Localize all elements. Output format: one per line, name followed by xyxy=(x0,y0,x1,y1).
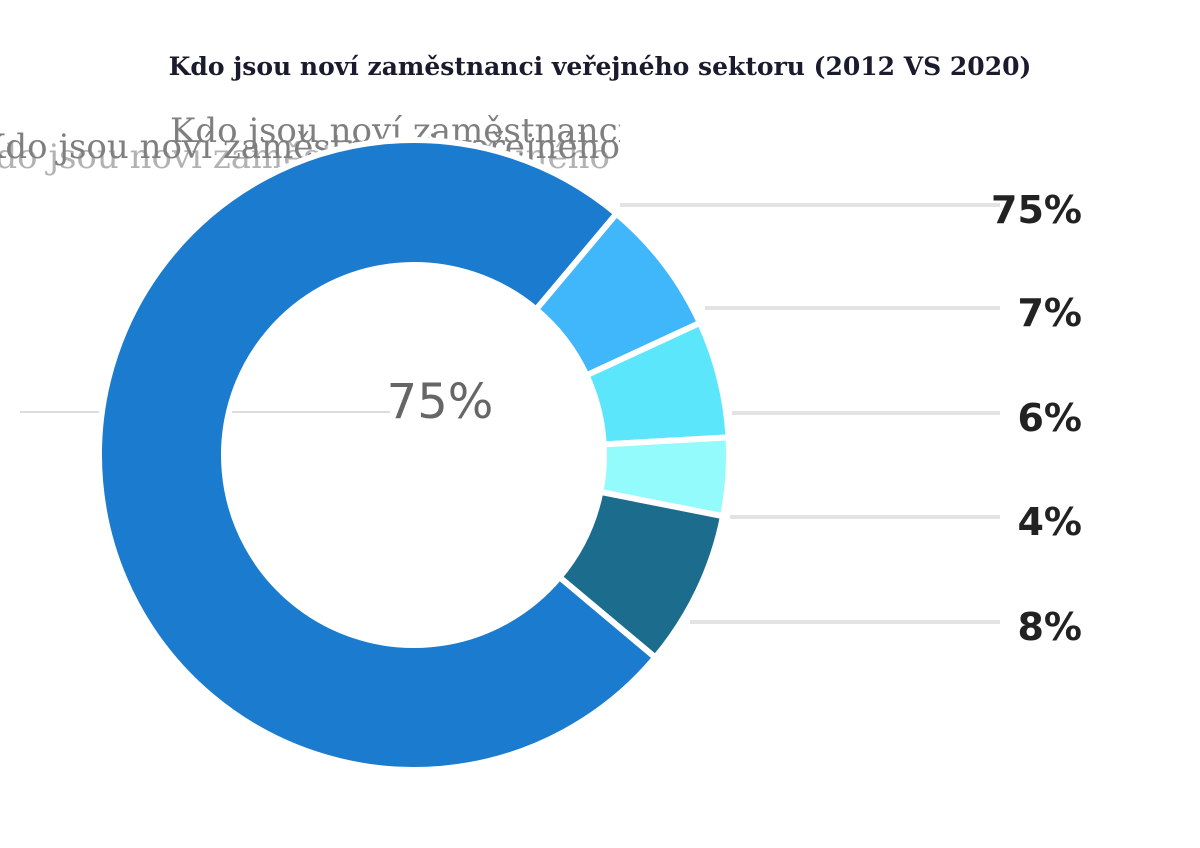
center-value-label: 75% xyxy=(387,374,494,430)
donut-slice-4[interactable] xyxy=(555,488,727,662)
legend-value-4: 8% xyxy=(1017,605,1082,649)
legend-value-2: 6% xyxy=(1017,396,1082,440)
legend-value-0: 75% xyxy=(991,188,1082,232)
chart-title: Kdo jsou noví zaměstnanci veřejného sekt… xyxy=(168,52,1032,81)
legend-value-1: 7% xyxy=(1017,291,1082,335)
donut-slice-0[interactable] xyxy=(96,137,660,773)
legend-value-3: 4% xyxy=(1017,500,1082,544)
ghost-title-overlay: Kdo jsou noví zaměstnanci veřejného sekt… xyxy=(0,110,620,180)
